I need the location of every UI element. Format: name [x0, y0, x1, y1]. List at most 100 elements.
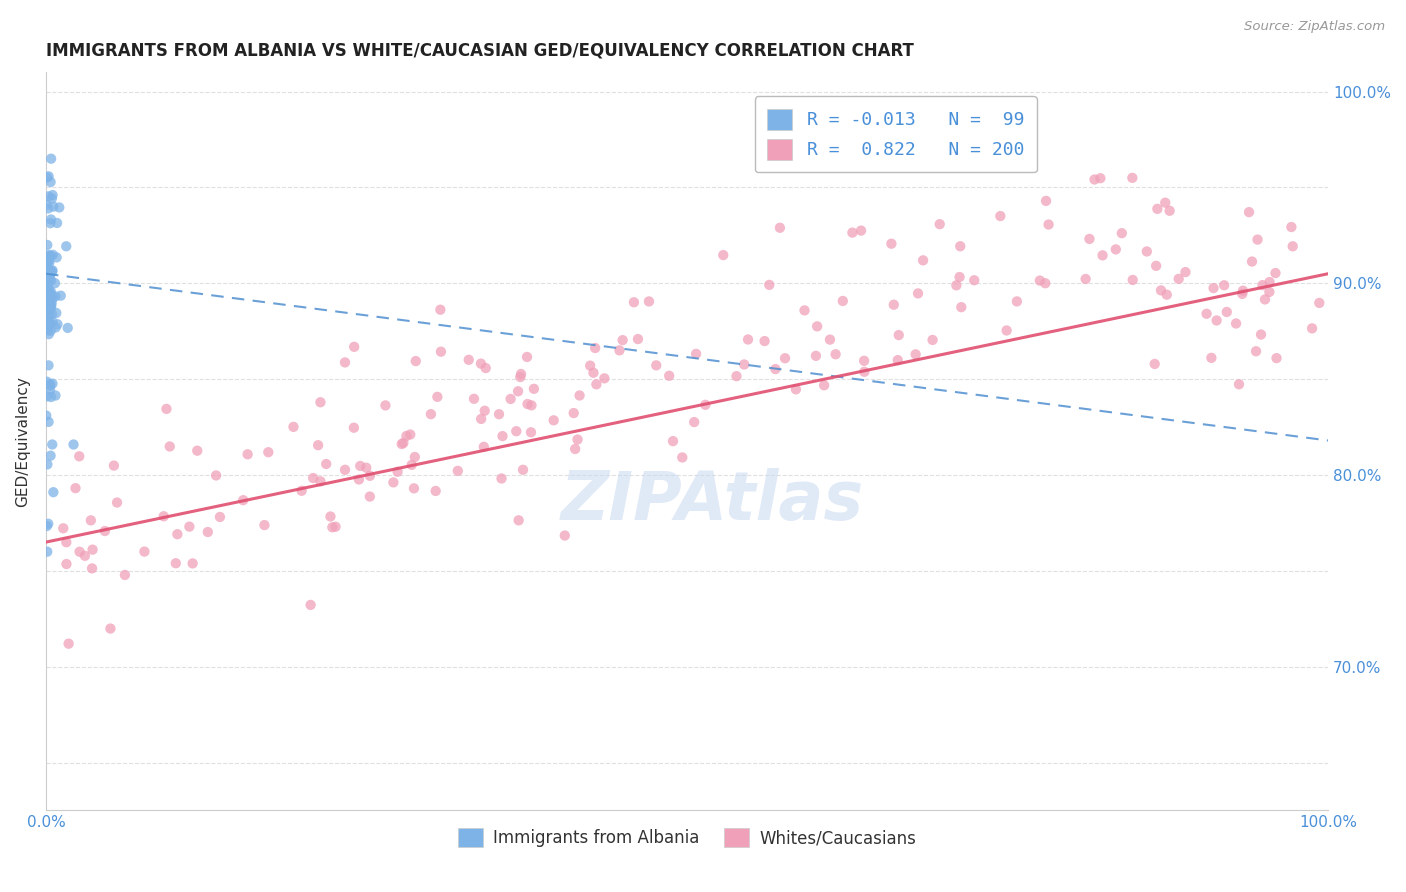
Point — [1005, 294, 1028, 309]
Point — [582, 366, 605, 380]
Point — [429, 302, 451, 317]
Point — [430, 344, 453, 359]
Point — [733, 358, 755, 372]
Point — [35, 409, 58, 423]
Point — [1201, 351, 1223, 365]
Point — [299, 598, 322, 612]
Point — [1167, 272, 1189, 286]
Point — [179, 519, 201, 533]
Point — [963, 273, 986, 287]
Point — [831, 293, 853, 308]
Point — [41, 264, 63, 278]
Point — [80, 561, 103, 575]
Point — [419, 407, 441, 421]
Point — [134, 544, 156, 558]
Point — [491, 429, 513, 443]
Y-axis label: GED/Equivalency: GED/Equivalency — [15, 376, 30, 507]
Point — [105, 495, 128, 509]
Point — [35, 320, 58, 334]
Point — [627, 332, 650, 346]
Point — [658, 368, 681, 383]
Point — [67, 450, 90, 464]
Point — [520, 425, 543, 440]
Point — [499, 392, 522, 406]
Point — [1213, 278, 1236, 293]
Point — [236, 447, 259, 461]
Point — [38, 253, 60, 268]
Point — [585, 377, 607, 392]
Point — [291, 483, 314, 498]
Point — [39, 300, 62, 314]
Point — [39, 324, 62, 338]
Point — [1156, 287, 1178, 301]
Point — [921, 333, 943, 347]
Point — [44, 388, 66, 402]
Point — [39, 379, 62, 393]
Point — [1308, 296, 1330, 310]
Point — [395, 429, 418, 443]
Point — [554, 528, 576, 542]
Point — [806, 319, 828, 334]
Point — [35, 319, 58, 334]
Point — [38, 274, 60, 288]
Point — [302, 471, 325, 485]
Point — [257, 445, 280, 459]
Point — [159, 440, 181, 454]
Point — [1035, 194, 1057, 208]
Text: ZIPAtlas: ZIPAtlas — [561, 467, 865, 533]
Point — [62, 437, 84, 451]
Point — [165, 556, 187, 570]
Point — [41, 315, 63, 329]
Point — [94, 524, 117, 538]
Point — [645, 359, 668, 373]
Point — [35, 260, 58, 274]
Point — [41, 265, 63, 279]
Point — [181, 557, 204, 571]
Point — [392, 436, 415, 450]
Point — [69, 545, 91, 559]
Point — [404, 450, 426, 464]
Point — [38, 169, 60, 184]
Point — [523, 382, 546, 396]
Point — [80, 513, 103, 527]
Point — [853, 365, 876, 379]
Point — [38, 298, 60, 312]
Point — [37, 323, 59, 337]
Point — [1144, 259, 1167, 273]
Point — [39, 287, 62, 301]
Point — [945, 278, 967, 293]
Point — [42, 248, 65, 262]
Point — [307, 438, 329, 452]
Point — [35, 283, 58, 297]
Point — [37, 516, 59, 531]
Point — [1279, 220, 1302, 235]
Point — [333, 463, 356, 477]
Point — [55, 239, 77, 253]
Point — [1121, 170, 1143, 185]
Point — [114, 568, 136, 582]
Point — [41, 289, 63, 303]
Point — [354, 460, 377, 475]
Point — [928, 217, 950, 231]
Point — [564, 442, 586, 456]
Point — [1258, 275, 1281, 289]
Point — [37, 268, 59, 282]
Point — [45, 320, 67, 334]
Point — [474, 361, 496, 376]
Point — [52, 521, 75, 535]
Point — [1111, 226, 1133, 240]
Point — [405, 354, 427, 368]
Point — [39, 152, 62, 166]
Point — [463, 392, 485, 406]
Point — [1078, 232, 1101, 246]
Point — [470, 357, 492, 371]
Point — [1301, 321, 1323, 335]
Point — [309, 395, 332, 409]
Point — [41, 437, 63, 451]
Point — [35, 170, 58, 185]
Point — [48, 201, 70, 215]
Point — [579, 359, 602, 373]
Point — [232, 493, 254, 508]
Point — [754, 334, 776, 348]
Point — [1244, 344, 1267, 359]
